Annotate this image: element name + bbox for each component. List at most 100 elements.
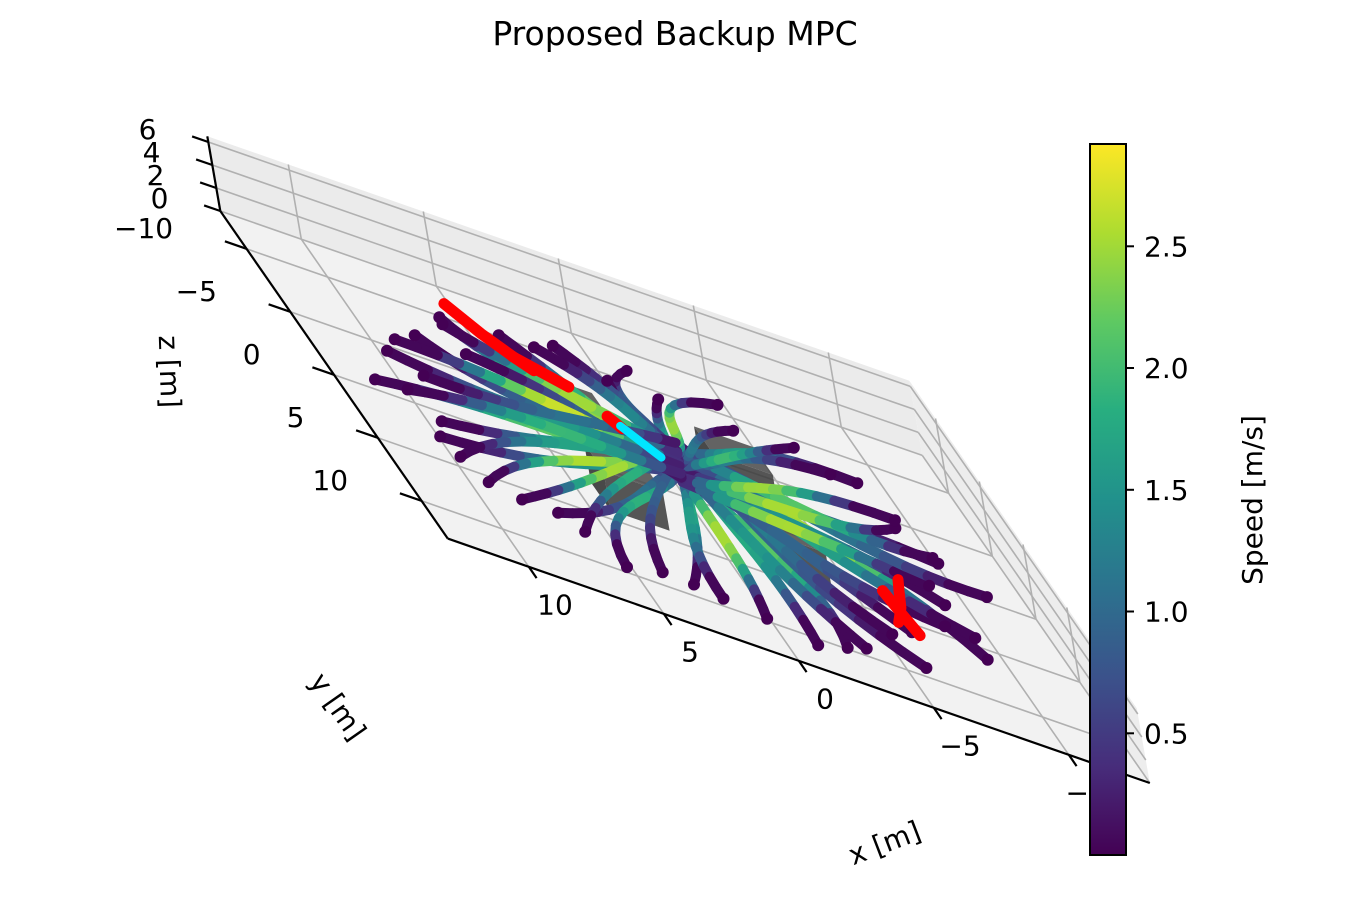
y-tick-mark bbox=[268, 303, 291, 313]
trajectory-endpoint bbox=[938, 620, 951, 633]
trajectory-endpoint bbox=[851, 477, 864, 490]
trajectory-endpoint bbox=[369, 373, 381, 386]
y-tick-label: 5 bbox=[287, 401, 305, 434]
y-axis-line bbox=[219, 210, 449, 540]
trajectory-endpoint bbox=[969, 632, 982, 645]
trajectory-endpoint bbox=[601, 374, 614, 387]
trajectory-endpoint bbox=[388, 333, 401, 346]
x-tick-mark bbox=[932, 707, 943, 720]
x-tick-mark bbox=[1067, 754, 1078, 767]
x-tick-label: −5 bbox=[939, 730, 980, 763]
y-tick-label: −5 bbox=[176, 275, 217, 308]
trajectory-endpoint bbox=[980, 591, 993, 604]
grid-line bbox=[934, 418, 950, 494]
trajectory-endpoint bbox=[727, 424, 740, 437]
trajectory-endpoint bbox=[381, 344, 393, 357]
y-tick-label: 10 bbox=[312, 464, 348, 497]
goal-segment bbox=[616, 421, 666, 462]
z-tick-label: 4 bbox=[143, 136, 161, 169]
z-tick-label: 0 bbox=[151, 182, 169, 215]
x-tick-label: 10 bbox=[537, 589, 573, 622]
trajectory-endpoint bbox=[482, 476, 495, 489]
trajectory-endpoint bbox=[926, 552, 939, 564]
y-tick-label: 0 bbox=[243, 338, 261, 371]
trajectory-endpoint bbox=[408, 329, 421, 342]
trajectory-endpoint bbox=[459, 348, 472, 361]
trajectory-endpoint bbox=[436, 318, 449, 331]
y-tick-mark bbox=[355, 429, 379, 439]
trajectory-endpoint bbox=[454, 450, 467, 463]
colorbar-tick-label: 0.5 bbox=[1144, 717, 1189, 750]
y-tick-mark bbox=[312, 366, 335, 376]
colorbar-tick-label: 2.5 bbox=[1144, 230, 1189, 263]
y-tick-mark bbox=[399, 492, 422, 502]
trajectory-endpoint bbox=[920, 662, 933, 674]
colorbar: 0.5 1.0 1.5 2.0 2.5 Speed [m/s] bbox=[1089, 143, 1269, 856]
trajectory-endpoint bbox=[860, 642, 873, 655]
chart-title: Proposed Backup MPC bbox=[492, 14, 858, 53]
z-tick-mark bbox=[195, 158, 213, 167]
z-axis-line bbox=[206, 136, 222, 212]
y-axis-label: y [m] bbox=[303, 667, 373, 747]
grid-line bbox=[220, 210, 923, 457]
grid-line bbox=[1022, 544, 1037, 620]
trajectories bbox=[369, 311, 994, 674]
trajectory-endpoint bbox=[621, 561, 633, 574]
grid-line bbox=[216, 187, 919, 434]
trajectory-endpoint bbox=[401, 383, 414, 396]
trajectory-endpoint bbox=[787, 441, 800, 454]
x-tick-mark bbox=[662, 613, 673, 626]
z-tick-mark bbox=[191, 135, 209, 144]
trajectory-endpoint bbox=[939, 599, 952, 612]
trajectory-endpoint bbox=[824, 468, 837, 481]
trajectory-endpoint bbox=[711, 398, 724, 411]
trajectory-endpoint bbox=[552, 506, 565, 519]
trajectory-endpoint bbox=[434, 430, 447, 443]
trajectory-endpoint bbox=[886, 628, 899, 641]
z-tick-mark bbox=[199, 181, 217, 190]
x-tick-label: 0 bbox=[816, 683, 834, 716]
x-tick-mark bbox=[527, 566, 538, 579]
trajectory-endpoint bbox=[812, 639, 825, 652]
trajectory-endpoint bbox=[546, 339, 559, 352]
z-axis-label: z [m] bbox=[152, 335, 188, 409]
trajectory-endpoint bbox=[888, 514, 901, 527]
trajectory-endpoint bbox=[841, 641, 854, 654]
z-tick-label: 2 bbox=[147, 159, 165, 192]
trajectory-endpoint bbox=[923, 579, 936, 592]
grid-line bbox=[212, 164, 915, 411]
colorbar-tick-label: 2.0 bbox=[1144, 352, 1189, 385]
trajectory-endpoint bbox=[981, 653, 994, 666]
grid-line bbox=[246, 248, 949, 494]
grid-line bbox=[692, 305, 708, 381]
x-axis-label: x [m] bbox=[844, 814, 925, 872]
x-tick-mark bbox=[797, 660, 808, 673]
colorbar-gradient bbox=[1089, 143, 1127, 856]
y-tick-mark bbox=[224, 240, 247, 250]
trajectory-endpoint bbox=[579, 525, 592, 538]
backup-path bbox=[506, 351, 575, 393]
x-tick-label: 5 bbox=[681, 636, 699, 669]
trajectory-endpoint bbox=[516, 493, 529, 506]
grid-line bbox=[208, 141, 911, 388]
z-tick-mark bbox=[203, 204, 221, 213]
trajectory-endpoint bbox=[620, 364, 633, 377]
grid-line bbox=[287, 164, 303, 240]
trajectory-endpoint bbox=[761, 612, 774, 625]
grid-line bbox=[557, 258, 573, 334]
grid-line bbox=[978, 481, 994, 557]
trajectory-endpoint bbox=[652, 393, 665, 406]
goal-line bbox=[616, 421, 666, 462]
trajectory-endpoint bbox=[435, 415, 448, 428]
trajectory-endpoint bbox=[417, 369, 430, 382]
trajectory-endpoint bbox=[717, 592, 730, 605]
grid-line bbox=[827, 352, 843, 428]
backup-path bbox=[877, 585, 926, 642]
colorbar-tick-label: 1.5 bbox=[1144, 474, 1189, 507]
grid-line bbox=[421, 500, 1124, 746]
grid-line bbox=[422, 211, 438, 287]
colorbar-tick-label: 1.0 bbox=[1144, 596, 1189, 629]
y-tick-label: −10 bbox=[114, 212, 173, 245]
